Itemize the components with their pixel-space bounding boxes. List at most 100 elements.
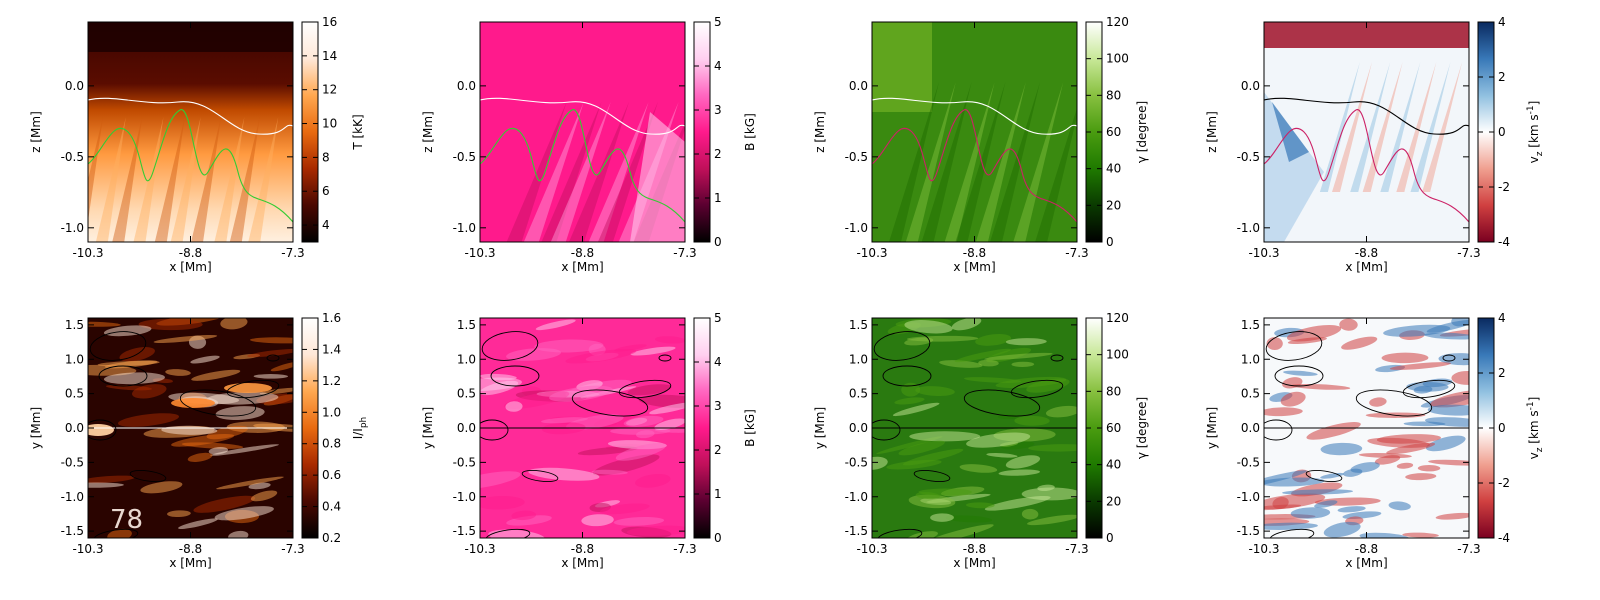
colorbar-tick-label: 0 xyxy=(714,235,722,249)
x-tick-label: -7.3 xyxy=(1065,542,1088,556)
y-tick-label: 0.0 xyxy=(457,79,476,93)
colorbar-tick-label: 4 xyxy=(714,355,722,369)
x-tick-label: -10.3 xyxy=(72,246,103,260)
colorbar-tick-label: 100 xyxy=(1106,348,1129,362)
colorbar-tick-label: 2 xyxy=(1498,70,1506,84)
colorbar-tick-label: 0.8 xyxy=(322,437,341,451)
y-axis-label: y [Mm] xyxy=(29,407,43,449)
x-axis-label: x [Mm] xyxy=(169,260,211,274)
colorbar-tick-label: 1.2 xyxy=(322,374,341,388)
y-tick-label: 1.5 xyxy=(457,318,476,332)
field-contour xyxy=(872,419,901,441)
y-tick-label: -0.5 xyxy=(1237,455,1260,469)
colorbar-tick-label: 6 xyxy=(322,184,330,198)
x-axis-label: x [Mm] xyxy=(169,556,211,570)
field-contour xyxy=(1355,389,1433,417)
y-axis-label: y [Mm] xyxy=(421,407,435,449)
colorbar-tick-label: 100 xyxy=(1106,52,1129,66)
y-tick-label: -0.5 xyxy=(845,455,868,469)
x-axis-label: x [Mm] xyxy=(561,260,603,274)
colorbar-tick-label: 1 xyxy=(714,191,722,205)
colorbar-label: vz [km s-1] xyxy=(1526,397,1545,460)
y-axis-label: z [Mm] xyxy=(813,111,827,153)
colorbar-tick-label: 80 xyxy=(1106,88,1121,102)
colorbar-tick-label: 3 xyxy=(714,103,722,117)
y-tick-label: 0.5 xyxy=(65,387,84,401)
colorbar-label: γ [degree] xyxy=(1135,101,1149,163)
colorbar-tick-label: 16 xyxy=(322,15,337,29)
colorbar-tick-label: 0 xyxy=(1106,531,1114,545)
y-tick-label: 1.5 xyxy=(849,318,868,332)
colorbar-tick-label: 4 xyxy=(322,218,330,232)
x-axis-label: x [Mm] xyxy=(1345,556,1387,570)
colorbar-tick-label: 0 xyxy=(1106,235,1114,249)
field-contour xyxy=(1442,354,1456,362)
field-contour xyxy=(913,470,951,482)
y-tick-label: 0.0 xyxy=(1241,421,1260,435)
y-axis-label: z [Mm] xyxy=(421,111,435,153)
x-axis-label: x [Mm] xyxy=(953,556,995,570)
field-contour xyxy=(877,528,923,538)
colorbar-tick-label: 2 xyxy=(714,443,722,457)
colorbar-tick-label: 10 xyxy=(322,117,337,131)
y-tick-label: -0.5 xyxy=(1237,150,1260,164)
colorbar-gradient xyxy=(301,317,319,539)
colorbar: 0 20 40 60 80 100 120 γ [degree] xyxy=(1085,15,1149,249)
y-tick-label: -0.5 xyxy=(61,150,84,164)
x-tick-label: -8.8 xyxy=(1355,246,1378,260)
colorbar: 0 1 2 3 4 5 B [kG] xyxy=(693,311,757,545)
colorbar-label: T [kK] xyxy=(351,114,365,150)
y-tick-label: -1.0 xyxy=(845,490,868,504)
colorbar: 0 1 2 3 4 5 B [kG] xyxy=(693,15,757,249)
panel-field-strength-vertical-slice: -10.3 -8.8 -7.3 x [Mm] -1.0 -0.5 0.0 z [Mm] 0 1 2 3… xyxy=(421,15,757,274)
colorbar: 4 6 8 10 12 14 16 T [kK] xyxy=(301,15,365,243)
colorbar-gradient xyxy=(693,21,711,243)
x-tick-label: -7.3 xyxy=(1457,246,1480,260)
colorbar-gradient xyxy=(693,317,711,539)
colorbar-tick-label: 3 xyxy=(714,399,722,413)
colorbar-tick-label: 5 xyxy=(714,311,722,325)
panel-inclination-horizontal-map: -10.3 -8.8 -7.3 x [Mm] -1.5 -1.0 -0.5 0.0 0.5 1.0… xyxy=(813,311,1149,570)
colorbar: 0 20 40 60 80 100 120 γ [degree] xyxy=(1085,311,1149,545)
colorbar-label: γ [degree] xyxy=(1135,397,1149,459)
y-tick-label: 0.0 xyxy=(65,79,84,93)
colorbar: 0.2 0.4 0.6 0.8 1.0 1.2 1.4 1.6 I/Iph xyxy=(301,311,369,545)
colorbar-tick-label: 2 xyxy=(1498,366,1506,380)
y-axis-label: y [Mm] xyxy=(813,407,827,449)
field-contour xyxy=(179,389,257,417)
y-tick-label: -1.0 xyxy=(453,490,476,504)
colorbar-tick-label: 0 xyxy=(1498,421,1506,435)
inner-contour xyxy=(88,109,293,223)
x-axis-label: x [Mm] xyxy=(561,556,603,570)
colorbar-tick-label: -2 xyxy=(1498,476,1510,490)
colorbar: -4 -2 0 2 4 vz [km s-1] xyxy=(1477,15,1545,249)
colorbar-tick-label: 60 xyxy=(1106,125,1121,139)
field-contour xyxy=(571,389,649,417)
panel-vertical-velocity-vertical-slice: -10.3 -8.8 -7.3 x [Mm] -1.0 -0.5 0.0 z [Mm] -4 -2… xyxy=(1205,15,1545,274)
y-tick-label: -1.0 xyxy=(453,221,476,235)
surface-contour xyxy=(872,97,1077,135)
colorbar-tick-label: 1.6 xyxy=(322,311,341,325)
colorbar-tick-label: 0 xyxy=(1498,125,1506,139)
panel-inclination-vertical-slice: -10.3 -8.8 -7.3 x [Mm] -1.0 -0.5 0.0 z [Mm] 0 20 4… xyxy=(813,15,1149,274)
y-tick-label: 0.5 xyxy=(1241,387,1260,401)
y-tick-label: -0.5 xyxy=(453,150,476,164)
surface-contour xyxy=(88,97,293,135)
field-contour xyxy=(963,389,1041,417)
colorbar-label: vz [km s-1] xyxy=(1526,101,1545,164)
y-tick-label: -1.0 xyxy=(1237,490,1260,504)
panel-field-strength-horizontal-map: -10.3 -8.8 -7.3 x [Mm] -1.5 -1.0 -0.5 0.0 0.5 1.0… xyxy=(421,311,757,570)
colorbar-tick-label: 12 xyxy=(322,83,337,97)
colorbar: -4 -2 0 2 4 vz [km s-1] xyxy=(1477,311,1545,545)
y-tick-label: 1.5 xyxy=(1241,318,1260,332)
x-tick-label: -8.8 xyxy=(179,542,202,556)
field-contour xyxy=(490,365,540,387)
y-tick-label: 1.0 xyxy=(65,352,84,366)
y-tick-label: -0.5 xyxy=(61,455,84,469)
colorbar-tick-label: 0.2 xyxy=(322,531,341,545)
colorbar-tick-label: 0.4 xyxy=(322,500,341,514)
y-tick-label: -1.0 xyxy=(61,221,84,235)
field-contour xyxy=(1265,331,1323,361)
colorbar-tick-label: 120 xyxy=(1106,15,1129,29)
